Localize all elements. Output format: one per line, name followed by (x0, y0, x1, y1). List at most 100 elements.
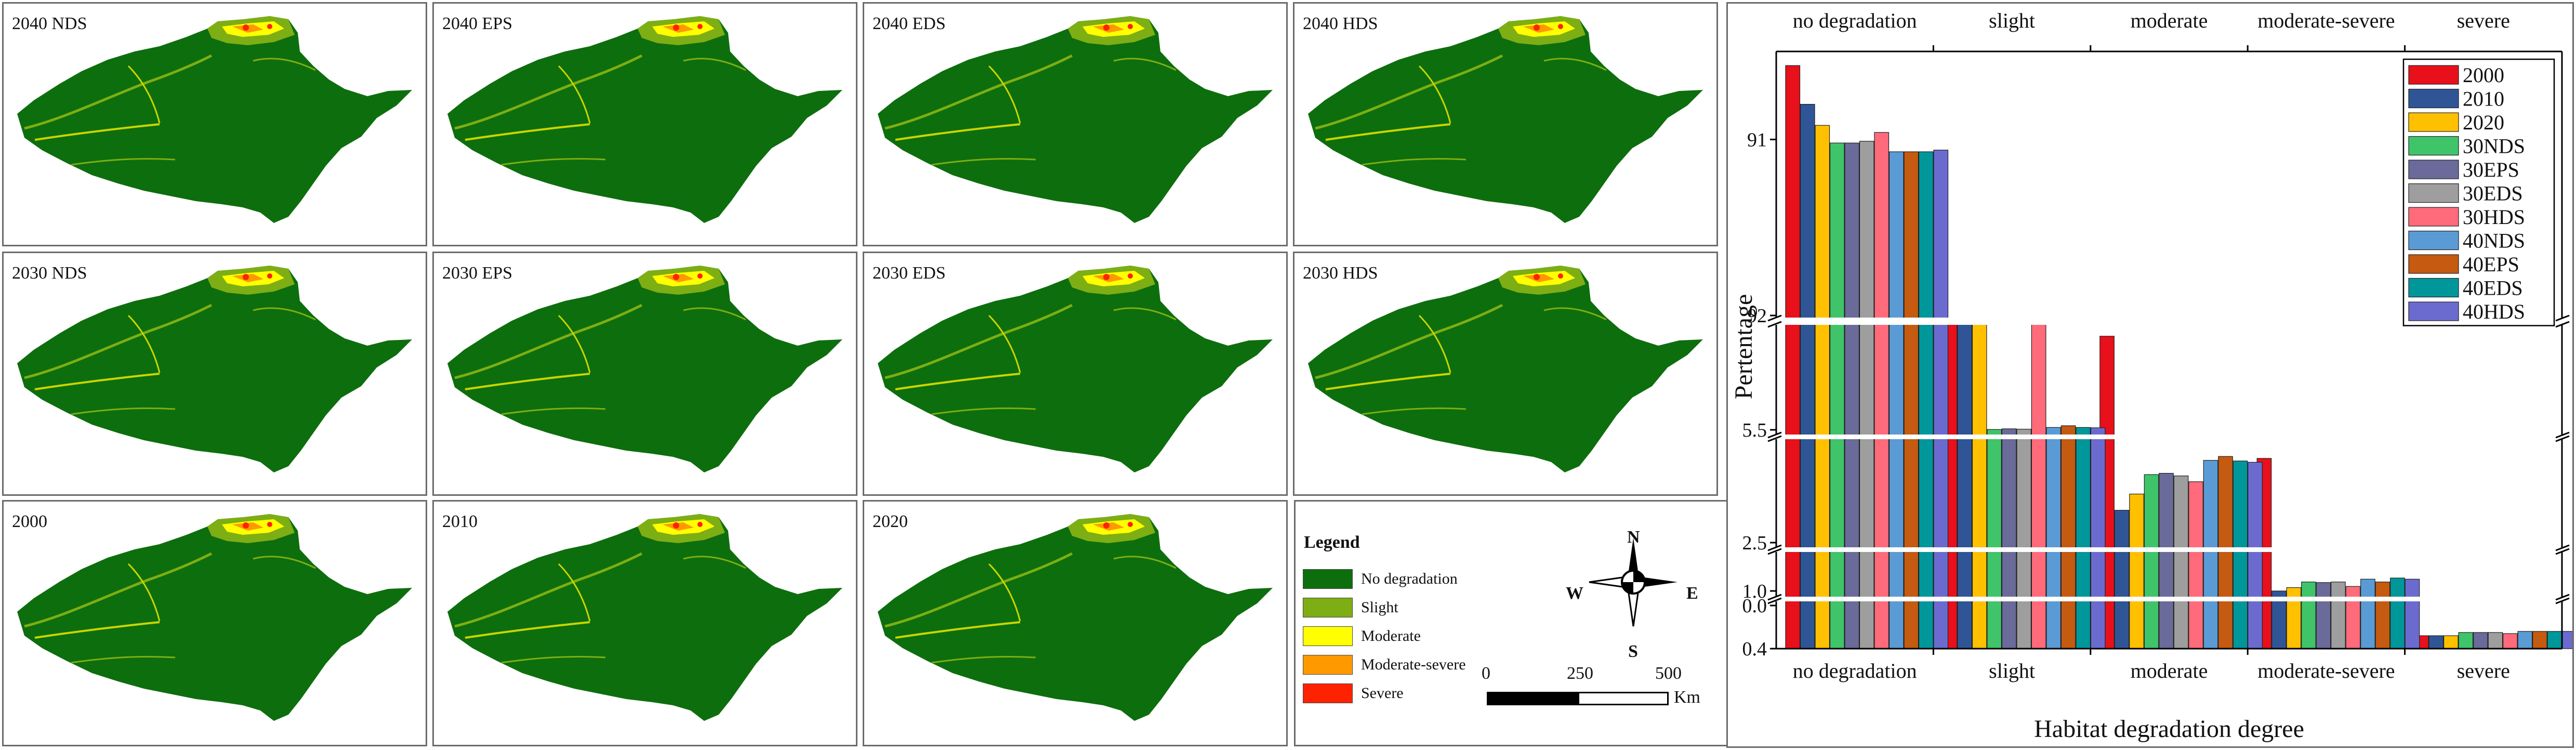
degradation-streak (24, 304, 213, 379)
legend-swatch (1303, 569, 1353, 589)
chart-legend-label: 40HDS (2463, 300, 2525, 323)
degradation-streak (931, 157, 1036, 166)
bar (2090, 427, 2106, 649)
degradation-streak (931, 655, 1036, 664)
bar (2316, 582, 2331, 649)
region-map (447, 514, 842, 721)
region-map (878, 266, 1273, 472)
bar (2203, 460, 2218, 649)
degradation-streak (1543, 307, 1607, 321)
bar (2517, 631, 2533, 649)
severe-spot (673, 274, 679, 280)
degradation-streak (683, 307, 746, 321)
bar (2248, 462, 2263, 649)
degradation-streak (884, 304, 1073, 379)
region-body (447, 266, 842, 472)
degradation-streak (1362, 157, 1467, 166)
bar (1829, 142, 1845, 649)
bar (2360, 578, 2375, 649)
top-tick-label: moderate-severe (2257, 9, 2395, 32)
region-map (17, 514, 412, 721)
region-map (447, 16, 842, 223)
legend-label: Moderate-severe (1361, 656, 1466, 673)
legend-item: Slight (1303, 598, 1511, 619)
compass-south: S (1628, 642, 1638, 661)
region-body (17, 514, 412, 721)
severe-spot (697, 273, 703, 279)
y-tick-label: 0.4 (1742, 638, 1767, 660)
legend-swatch (1303, 626, 1353, 646)
degradation-streak (71, 655, 176, 664)
top-tick-label: slight (1989, 9, 2035, 32)
legend-item: Severe (1303, 683, 1511, 704)
chart-legend-label: 40NDS (2463, 229, 2525, 253)
severe-spot (1103, 274, 1109, 280)
degradation-streak (683, 58, 746, 71)
severe-spot (243, 274, 249, 280)
region-map (878, 16, 1273, 223)
severe-spot (267, 24, 272, 29)
severe-spot (243, 24, 249, 31)
map-panel: 2030 HDS (1293, 252, 1718, 496)
degradation-streak (501, 157, 606, 166)
x-tick-label: no degradation (1793, 659, 1917, 682)
degradation-streak (1113, 556, 1177, 569)
map-label: 2040 HDS (1303, 14, 1378, 33)
bar (2443, 635, 2459, 649)
y-tick-label: 92 (1747, 305, 1767, 327)
region-body (878, 266, 1273, 472)
chart-legend-swatch (2408, 230, 2459, 251)
map-label: 2030 EPS (442, 264, 513, 283)
bar (1800, 104, 1815, 649)
degradation-streak (501, 655, 606, 664)
scale-bar-filled (1488, 693, 1579, 704)
degradation-streak (558, 563, 591, 622)
map-panel: 2030 EDS (863, 252, 1288, 496)
severe-spot (1534, 24, 1540, 31)
compass-east: E (1686, 584, 1698, 603)
bar (2232, 460, 2248, 649)
axis-break-mark (2555, 594, 2570, 601)
bar (2547, 631, 2562, 649)
degradation-streak (465, 123, 590, 141)
chart-legend-swatch (2408, 207, 2459, 227)
legend-item: No degradation (1303, 569, 1511, 590)
chart-legend-swatch (2408, 183, 2459, 203)
bar (2405, 578, 2420, 649)
map-label: 2020 (873, 512, 908, 531)
region-body (878, 16, 1273, 223)
map-label: 2030 HDS (1303, 264, 1378, 283)
degradation-streak (34, 621, 160, 639)
region-body (1308, 16, 1703, 223)
map-panel: 2010 (432, 500, 857, 746)
top-tick-label: no degradation (1793, 9, 1917, 32)
map-panel: 2000 (2, 500, 427, 746)
map-label: 2040 EDS (873, 14, 946, 33)
map-label: 2000 (12, 512, 47, 531)
axis-break-mark (1767, 314, 1782, 322)
severe-spot (1103, 24, 1109, 31)
severe-spot (1128, 273, 1133, 279)
bar (2173, 475, 2189, 649)
severe-spot (267, 522, 272, 527)
legend-label: Severe (1361, 685, 1404, 702)
x-tick-label: severe (2457, 659, 2510, 682)
severe-spot (1128, 522, 1133, 527)
bar (2301, 582, 2316, 649)
y-tick-label: 2.5 (1742, 532, 1767, 554)
bar (2046, 427, 2062, 649)
axis-break-mark (1767, 321, 1782, 328)
scale-bar (1487, 692, 1669, 705)
region-body (447, 16, 842, 223)
region-map (1308, 16, 1703, 223)
bar (1918, 151, 1934, 649)
degradation-streak (895, 123, 1021, 141)
axis-break-mark (1767, 548, 1782, 555)
degradation-streak (501, 407, 606, 415)
bar (2076, 427, 2091, 649)
map-panel: 2030 EPS (432, 252, 857, 496)
compass-icon (1589, 538, 1677, 627)
axis-break-mark (1767, 597, 1782, 604)
bar (2428, 635, 2444, 649)
scale-tick-label: 500 (1655, 664, 1682, 683)
